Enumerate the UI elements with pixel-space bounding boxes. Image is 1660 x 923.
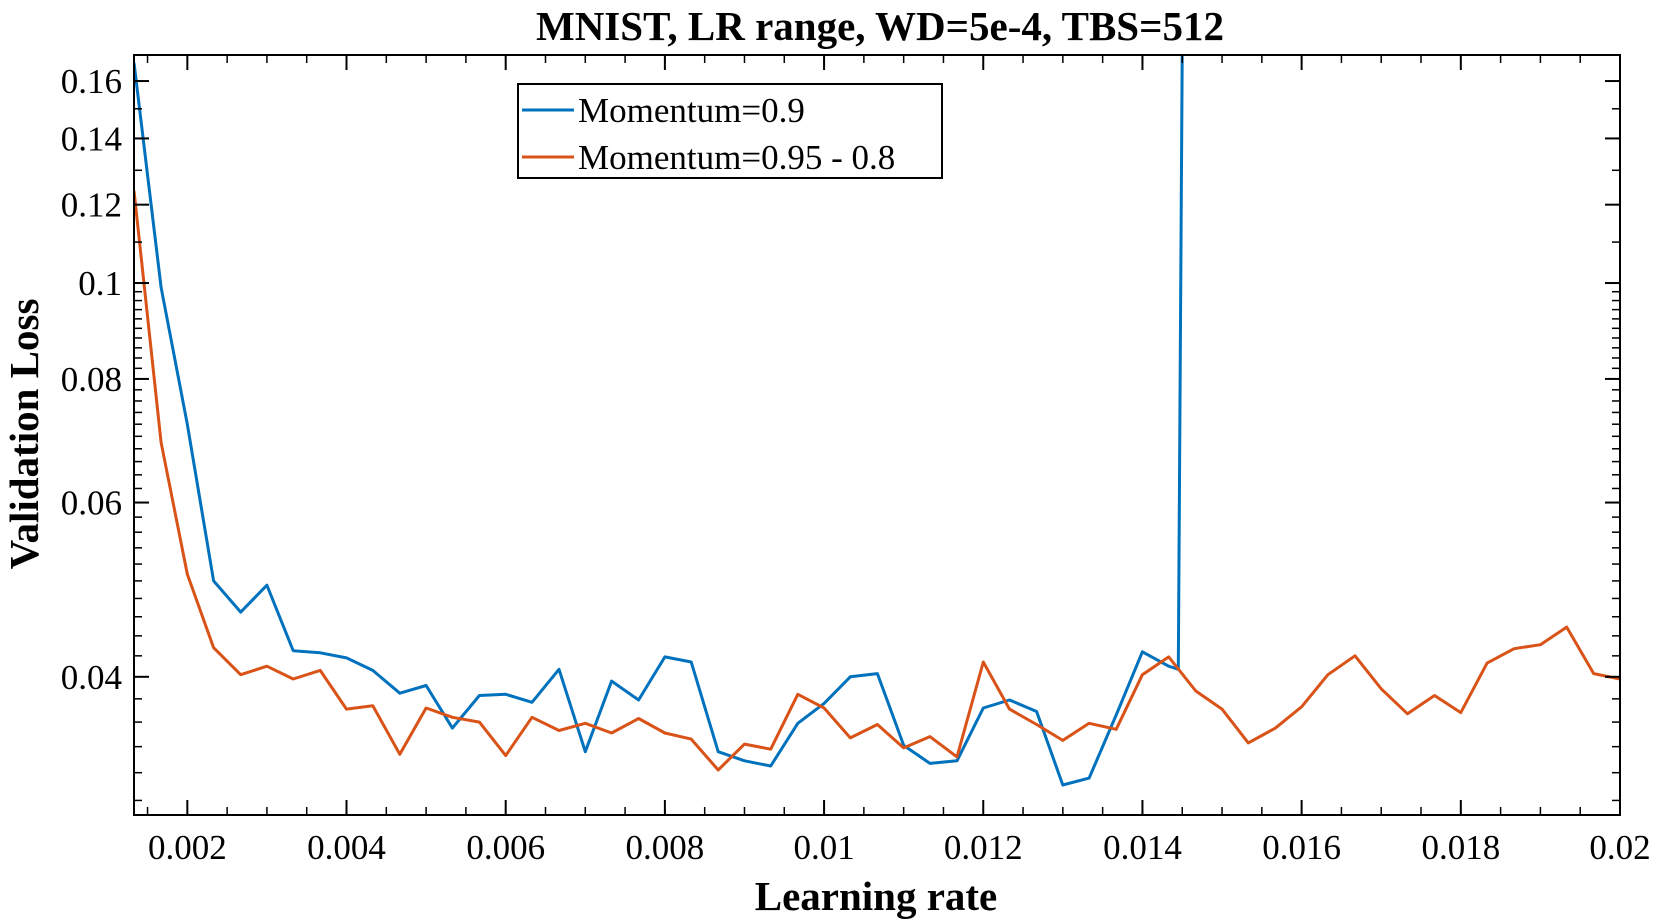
y-axis-label: Validation Loss: [1, 299, 47, 570]
y-tick-label: 0.16: [61, 62, 122, 101]
x-tick-label: 0.014: [1103, 828, 1182, 867]
y-tick-label: 0.1: [78, 264, 122, 303]
x-tick-label: 0.018: [1421, 828, 1500, 867]
plot-background: [134, 55, 1620, 815]
y-tick-label: 0.06: [61, 484, 122, 523]
series-line-0: [134, 55, 1184, 787]
legend: Momentum=0.9 Momentum=0.95 - 0.8: [517, 83, 943, 179]
plot-area: [134, 55, 1620, 815]
legend-box: [517, 83, 943, 179]
x-tick-label: 0.004: [307, 828, 386, 867]
legend-label-momentum-0-95-0-8: Momentum=0.95 - 0.8: [578, 138, 895, 177]
x-tick-label: 0.008: [626, 828, 705, 867]
axes-box: [133, 54, 1621, 816]
x-tick-label: 0.02: [1589, 828, 1650, 867]
y-tick-label: 0.04: [61, 658, 122, 697]
x-tick-label: 0.006: [466, 828, 545, 867]
y-tick-label: 0.08: [61, 360, 122, 399]
axes-frame: 0.002 0.004 0.006 0.008 0.01 0.012 0.014 0.016 0…: [61, 54, 1651, 867]
y-tick-label: 0.14: [61, 119, 122, 158]
y-tick-label: 0.12: [61, 186, 122, 225]
chart-title: MNIST, LR range, WD=5e-4, TBS=512: [536, 3, 1224, 49]
series-layer: [134, 55, 1620, 787]
x-tick-label: 0.01: [793, 828, 854, 867]
legend-label-momentum-0-9: Momentum=0.9: [578, 91, 805, 130]
series-line-1: [134, 190, 1620, 772]
x-tick-label: 0.016: [1262, 828, 1341, 867]
x-tick-label: 0.002: [148, 828, 227, 867]
x-tick-label: 0.012: [944, 828, 1023, 867]
x-axis-label: Learning rate: [755, 873, 998, 919]
